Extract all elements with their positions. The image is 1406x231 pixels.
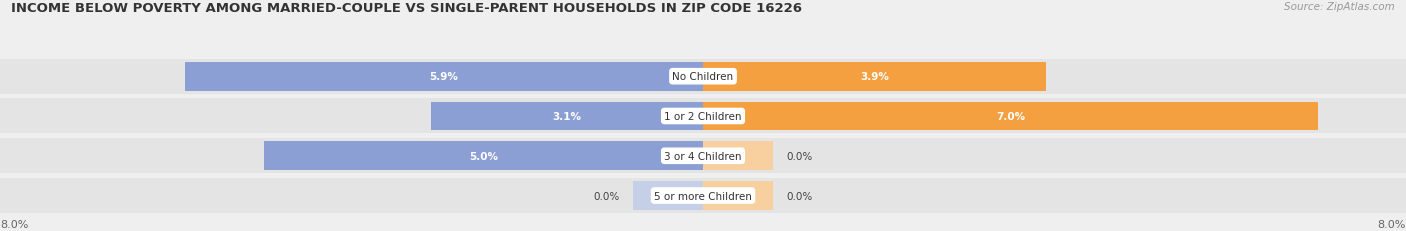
Bar (0, 59, 1406, 94)
Bar (0, 139, 1406, 173)
Bar (264, 142, 703, 170)
Text: 3.1%: 3.1% (553, 112, 581, 122)
Text: 1 or 2 Children: 1 or 2 Children (664, 112, 742, 122)
Text: 0.0%: 0.0% (593, 191, 620, 201)
Text: 7.0%: 7.0% (995, 112, 1025, 122)
Text: 5 or more Children: 5 or more Children (654, 191, 752, 201)
Text: 8.0%: 8.0% (1378, 219, 1406, 229)
Bar (184, 63, 703, 91)
Bar (703, 102, 1319, 131)
Bar (0, 99, 1406, 134)
Text: No Children: No Children (672, 72, 734, 82)
Text: Source: ZipAtlas.com: Source: ZipAtlas.com (1284, 2, 1395, 12)
Text: 0.0%: 0.0% (786, 191, 813, 201)
Text: 5.9%: 5.9% (429, 72, 458, 82)
Text: 8.0%: 8.0% (0, 219, 28, 229)
Text: 3 or 4 Children: 3 or 4 Children (664, 151, 742, 161)
Text: 0.0%: 0.0% (786, 151, 813, 161)
Bar (703, 142, 773, 170)
Bar (703, 63, 1046, 91)
Text: 3.9%: 3.9% (860, 72, 889, 82)
Bar (0, 178, 1406, 213)
Bar (430, 102, 703, 131)
Bar (703, 181, 773, 210)
Text: INCOME BELOW POVERTY AMONG MARRIED-COUPLE VS SINGLE-PARENT HOUSEHOLDS IN ZIP COD: INCOME BELOW POVERTY AMONG MARRIED-COUPL… (11, 2, 803, 15)
Text: 5.0%: 5.0% (468, 151, 498, 161)
Bar (633, 181, 703, 210)
